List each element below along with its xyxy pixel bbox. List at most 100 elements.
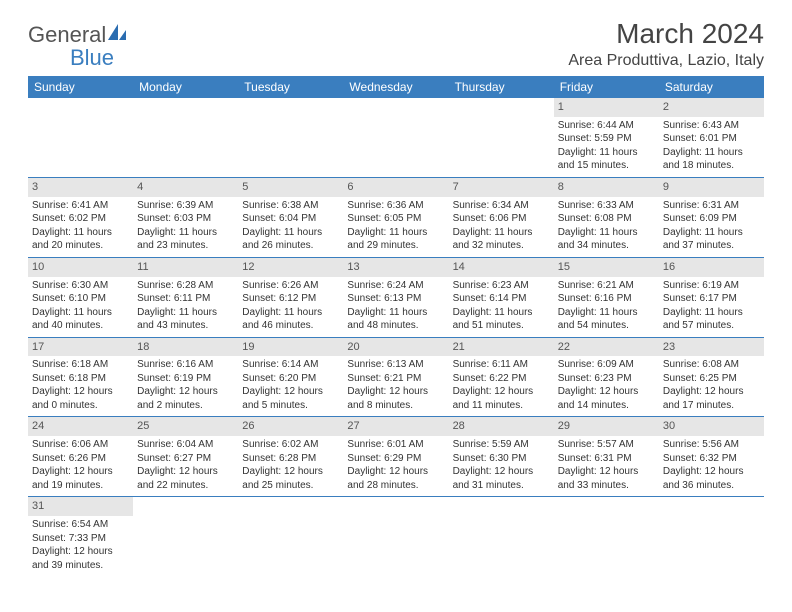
sunset-text: Sunset: 6:23 PM bbox=[558, 372, 655, 386]
sunset-text: Sunset: 6:18 PM bbox=[32, 372, 129, 386]
sunset-text: Sunset: 6:21 PM bbox=[347, 372, 444, 386]
sunset-text: Sunset: 6:28 PM bbox=[242, 452, 339, 466]
day-details: Sunrise: 6:39 AMSunset: 6:03 PMDaylight:… bbox=[133, 197, 238, 257]
calendar-cell bbox=[659, 497, 764, 576]
day-number bbox=[449, 98, 554, 102]
day-number: 1 bbox=[554, 98, 659, 117]
day-number: 2 bbox=[659, 98, 764, 117]
calendar-week: 1Sunrise: 6:44 AMSunset: 5:59 PMDaylight… bbox=[28, 98, 764, 178]
sunset-text: Sunset: 6:16 PM bbox=[558, 292, 655, 306]
day-number: 17 bbox=[28, 338, 133, 357]
sunset-text: Sunset: 6:05 PM bbox=[347, 212, 444, 226]
sunset-text: Sunset: 6:11 PM bbox=[137, 292, 234, 306]
day-number bbox=[343, 497, 448, 501]
daylight-text: Daylight: 11 hours and 26 minutes. bbox=[242, 226, 339, 253]
logo-blue: Blue bbox=[70, 45, 114, 70]
day-details: Sunrise: 6:34 AMSunset: 6:06 PMDaylight:… bbox=[449, 197, 554, 257]
calendar-cell bbox=[238, 98, 343, 177]
sunrise-text: Sunrise: 6:34 AM bbox=[453, 199, 550, 213]
calendar-cell bbox=[343, 98, 448, 177]
calendar-cell bbox=[238, 497, 343, 576]
title-block: March 2024 Area Produttiva, Lazio, Italy bbox=[568, 18, 764, 70]
calendar-cell: 7Sunrise: 6:34 AMSunset: 6:06 PMDaylight… bbox=[449, 178, 554, 257]
day-number bbox=[238, 98, 343, 102]
sunset-text: Sunset: 6:09 PM bbox=[663, 212, 760, 226]
day-number: 10 bbox=[28, 258, 133, 277]
calendar-cell: 11Sunrise: 6:28 AMSunset: 6:11 PMDayligh… bbox=[133, 258, 238, 337]
day-details: Sunrise: 5:59 AMSunset: 6:30 PMDaylight:… bbox=[449, 436, 554, 496]
calendar-cell: 22Sunrise: 6:09 AMSunset: 6:23 PMDayligh… bbox=[554, 338, 659, 417]
calendar-cell: 25Sunrise: 6:04 AMSunset: 6:27 PMDayligh… bbox=[133, 417, 238, 496]
sunrise-text: Sunrise: 6:31 AM bbox=[663, 199, 760, 213]
sunrise-text: Sunrise: 5:57 AM bbox=[558, 438, 655, 452]
day-details: Sunrise: 6:01 AMSunset: 6:29 PMDaylight:… bbox=[343, 436, 448, 496]
daylight-text: Daylight: 12 hours and 8 minutes. bbox=[347, 385, 444, 412]
sunset-text: Sunset: 6:04 PM bbox=[242, 212, 339, 226]
calendar-cell: 30Sunrise: 5:56 AMSunset: 6:32 PMDayligh… bbox=[659, 417, 764, 496]
calendar-cell: 10Sunrise: 6:30 AMSunset: 6:10 PMDayligh… bbox=[28, 258, 133, 337]
sunset-text: Sunset: 6:13 PM bbox=[347, 292, 444, 306]
day-details: Sunrise: 6:24 AMSunset: 6:13 PMDaylight:… bbox=[343, 277, 448, 337]
day-details: Sunrise: 6:11 AMSunset: 6:22 PMDaylight:… bbox=[449, 356, 554, 416]
calendar-cell: 12Sunrise: 6:26 AMSunset: 6:12 PMDayligh… bbox=[238, 258, 343, 337]
day-number: 26 bbox=[238, 417, 343, 436]
sunrise-text: Sunrise: 6:14 AM bbox=[242, 358, 339, 372]
daylight-text: Daylight: 11 hours and 20 minutes. bbox=[32, 226, 129, 253]
sunrise-text: Sunrise: 6:08 AM bbox=[663, 358, 760, 372]
calendar-cell: 28Sunrise: 5:59 AMSunset: 6:30 PMDayligh… bbox=[449, 417, 554, 496]
sunrise-text: Sunrise: 6:26 AM bbox=[242, 279, 339, 293]
day-number: 25 bbox=[133, 417, 238, 436]
calendar-cell: 20Sunrise: 6:13 AMSunset: 6:21 PMDayligh… bbox=[343, 338, 448, 417]
daylight-text: Daylight: 11 hours and 18 minutes. bbox=[663, 146, 760, 173]
daylight-text: Daylight: 11 hours and 15 minutes. bbox=[558, 146, 655, 173]
daylight-text: Daylight: 12 hours and 33 minutes. bbox=[558, 465, 655, 492]
sunset-text: Sunset: 6:17 PM bbox=[663, 292, 760, 306]
day-number bbox=[659, 497, 764, 501]
daylight-text: Daylight: 11 hours and 46 minutes. bbox=[242, 306, 339, 333]
calendar-cell: 16Sunrise: 6:19 AMSunset: 6:17 PMDayligh… bbox=[659, 258, 764, 337]
calendar-cell: 6Sunrise: 6:36 AMSunset: 6:05 PMDaylight… bbox=[343, 178, 448, 257]
sunrise-text: Sunrise: 6:24 AM bbox=[347, 279, 444, 293]
sunset-text: Sunset: 6:22 PM bbox=[453, 372, 550, 386]
daylight-text: Daylight: 12 hours and 5 minutes. bbox=[242, 385, 339, 412]
sunset-text: Sunset: 6:06 PM bbox=[453, 212, 550, 226]
weekday-header: Tuesday bbox=[238, 76, 343, 98]
daylight-text: Daylight: 11 hours and 40 minutes. bbox=[32, 306, 129, 333]
daylight-text: Daylight: 12 hours and 22 minutes. bbox=[137, 465, 234, 492]
day-details: Sunrise: 6:38 AMSunset: 6:04 PMDaylight:… bbox=[238, 197, 343, 257]
weekday-header: Monday bbox=[133, 76, 238, 98]
sunrise-text: Sunrise: 6:36 AM bbox=[347, 199, 444, 213]
day-number: 24 bbox=[28, 417, 133, 436]
weekday-header: Friday bbox=[554, 76, 659, 98]
day-number: 12 bbox=[238, 258, 343, 277]
sunset-text: Sunset: 6:26 PM bbox=[32, 452, 129, 466]
day-number bbox=[133, 497, 238, 501]
day-number: 18 bbox=[133, 338, 238, 357]
day-number bbox=[238, 497, 343, 501]
calendar-cell bbox=[343, 497, 448, 576]
calendar-cell: 17Sunrise: 6:18 AMSunset: 6:18 PMDayligh… bbox=[28, 338, 133, 417]
sunset-text: Sunset: 7:33 PM bbox=[32, 532, 129, 546]
calendar-week: 31Sunrise: 6:54 AMSunset: 7:33 PMDayligh… bbox=[28, 497, 764, 576]
sunrise-text: Sunrise: 6:16 AM bbox=[137, 358, 234, 372]
day-number: 20 bbox=[343, 338, 448, 357]
calendar-week: 3Sunrise: 6:41 AMSunset: 6:02 PMDaylight… bbox=[28, 178, 764, 258]
sunrise-text: Sunrise: 6:11 AM bbox=[453, 358, 550, 372]
calendar-cell: 21Sunrise: 6:11 AMSunset: 6:22 PMDayligh… bbox=[449, 338, 554, 417]
sunrise-text: Sunrise: 6:21 AM bbox=[558, 279, 655, 293]
daylight-text: Daylight: 11 hours and 37 minutes. bbox=[663, 226, 760, 253]
day-number bbox=[554, 497, 659, 501]
calendar-cell: 5Sunrise: 6:38 AMSunset: 6:04 PMDaylight… bbox=[238, 178, 343, 257]
sunset-text: Sunset: 6:08 PM bbox=[558, 212, 655, 226]
day-details: Sunrise: 6:30 AMSunset: 6:10 PMDaylight:… bbox=[28, 277, 133, 337]
daylight-text: Daylight: 11 hours and 23 minutes. bbox=[137, 226, 234, 253]
daylight-text: Daylight: 11 hours and 43 minutes. bbox=[137, 306, 234, 333]
day-number: 28 bbox=[449, 417, 554, 436]
sunset-text: Sunset: 6:01 PM bbox=[663, 132, 760, 146]
day-number: 29 bbox=[554, 417, 659, 436]
sunrise-text: Sunrise: 6:39 AM bbox=[137, 199, 234, 213]
day-number: 19 bbox=[238, 338, 343, 357]
calendar-page: General Blue March 2024 Area Produttiva,… bbox=[0, 0, 792, 586]
daylight-text: Daylight: 12 hours and 17 minutes. bbox=[663, 385, 760, 412]
day-number: 7 bbox=[449, 178, 554, 197]
